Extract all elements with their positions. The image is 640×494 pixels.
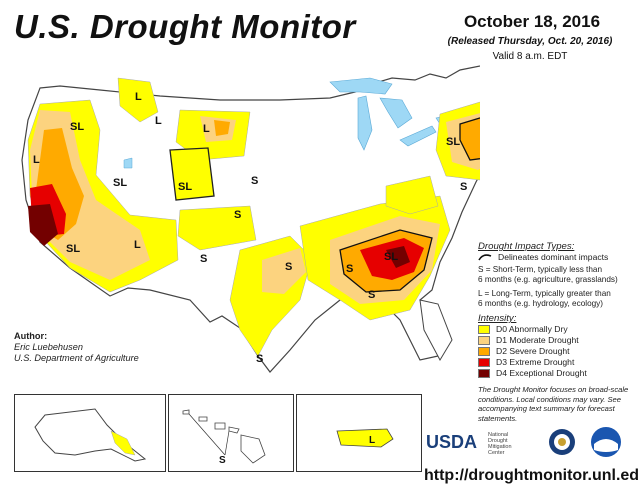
long-term-line2: 6 months (e.g. hydrology, ecology) [478,299,603,308]
impact-label-s-ok: S [285,261,292,273]
author-name: Eric Luebehusen [14,342,83,352]
legend: Drought Impact Types: Delineates dominan… [478,241,636,423]
url-link[interactable]: http://droughtmonitor.unl.edu/ [424,467,640,484]
impact-label-sl-ny: SL [446,136,460,148]
delineate-line-icon [478,254,492,261]
d3-swatch [478,358,490,367]
great-salt-lake [123,157,133,169]
usda-logo: USDA [426,432,478,452]
impact-label-s-al: S [368,289,375,301]
impact-label-sl-ca: SL [66,243,80,255]
legend-footnote: The Drought Monitor focuses on broad-sca… [478,385,629,423]
d1-swatch [478,336,490,345]
great-lakes [329,77,393,95]
lake-michigan [357,95,373,151]
d1-label: D1 Moderate Drought [496,335,579,345]
impact-label-s-ks: S [234,209,241,221]
ndmc-line1: National [488,432,509,438]
alaska-inset [14,394,166,472]
release-date: (Released Thursday, Oct. 20, 2016) [447,36,613,47]
impact-label-l-or: L [33,154,40,166]
noaa-logo-icon [591,427,621,457]
ndmc-line4: Center [488,450,505,456]
lake-huron [379,97,413,129]
d0-ohio [385,175,439,215]
lake-erie [399,125,437,147]
author-heading: Author: [14,331,48,341]
us-drought-map: SL L L L L SL SL S S L SL S S S S SL S S… [21,65,480,373]
author-block: Author: Eric Luebehusen U.S. Department … [14,331,139,364]
impact-label-s-ms: S [346,263,353,275]
d2-label: D2 Severe Drought [496,346,570,356]
d0-nebraska [177,205,257,251]
d2-northeast [459,117,480,161]
short-term-line1: S = Short-Term, typically less than [478,265,602,274]
impact-types-header: Drought Impact Types: [478,241,575,252]
short-term-line2: 6 months (e.g. agriculture, grasslands) [478,275,618,284]
impact-label-s-tx: S [256,353,263,365]
d0-wyoming [169,147,215,201]
d2-mt-east [214,120,230,136]
hawaii-inset: S [168,394,294,472]
ndmc-line3: Mitigation [488,444,512,450]
d2-swatch [478,347,490,356]
impact-label-l-mt: L [135,91,142,103]
map-date: October 18, 2016 [463,12,601,31]
ndmc-logo: National Drought Mitigation Center [488,432,512,456]
d0-montana [117,77,159,123]
impact-label-l-pr: L [369,435,375,446]
valid-time: Valid 8 a.m. EDT [492,51,568,62]
commerce-seal-icon [549,429,575,455]
impact-label-s-ne: S [251,175,258,187]
legend-item-d2: D2 Severe Drought [478,346,636,357]
impact-label-l-az: L [134,239,141,251]
d4-label: D4 Exceptional Drought [496,368,587,378]
d4-southeast [386,246,410,268]
long-term-line1: L = Long-Term, typically greater than [478,289,611,298]
impact-label-sl-tn: SL [384,251,398,263]
legend-item-d4: D4 Exceptional Drought [478,368,636,379]
puerto-rico-inset: L [296,394,422,472]
ndmc-line2: Drought [488,438,508,444]
impact-label-s-nm: S [200,253,207,265]
d3-label: D3 Extreme Drought [496,357,575,367]
impact-label-sl-nv: SL [113,177,127,189]
impact-label-l-id: L [155,115,162,127]
d4-swatch [478,369,490,378]
d4-west [28,204,58,246]
florida [419,299,453,362]
impact-label-s-va: S [460,181,467,193]
impact-label-sl-wy: SL [178,181,192,193]
impact-label-sl-wa: SL [70,121,84,133]
delineates-text: Delineates dominant impacts [498,252,609,262]
impact-label-l-mte: L [203,123,210,135]
d1-texas [262,248,306,294]
legend-item-d3: D3 Extreme Drought [478,357,636,368]
delineates-row: Delineates dominant impacts [478,252,636,263]
author-org: U.S. Department of Agriculture [14,353,139,363]
intensity-header: Intensity: [478,313,517,324]
d0-label: D0 Abnormally Dry [496,324,568,334]
legend-item-d0: D0 Abnormally Dry [478,324,636,335]
map-title: U.S. Drought Monitor [14,8,356,45]
legend-item-d1: D1 Moderate Drought [478,335,636,346]
d0-swatch [478,325,490,334]
impact-label-s-hi: S [219,455,226,466]
